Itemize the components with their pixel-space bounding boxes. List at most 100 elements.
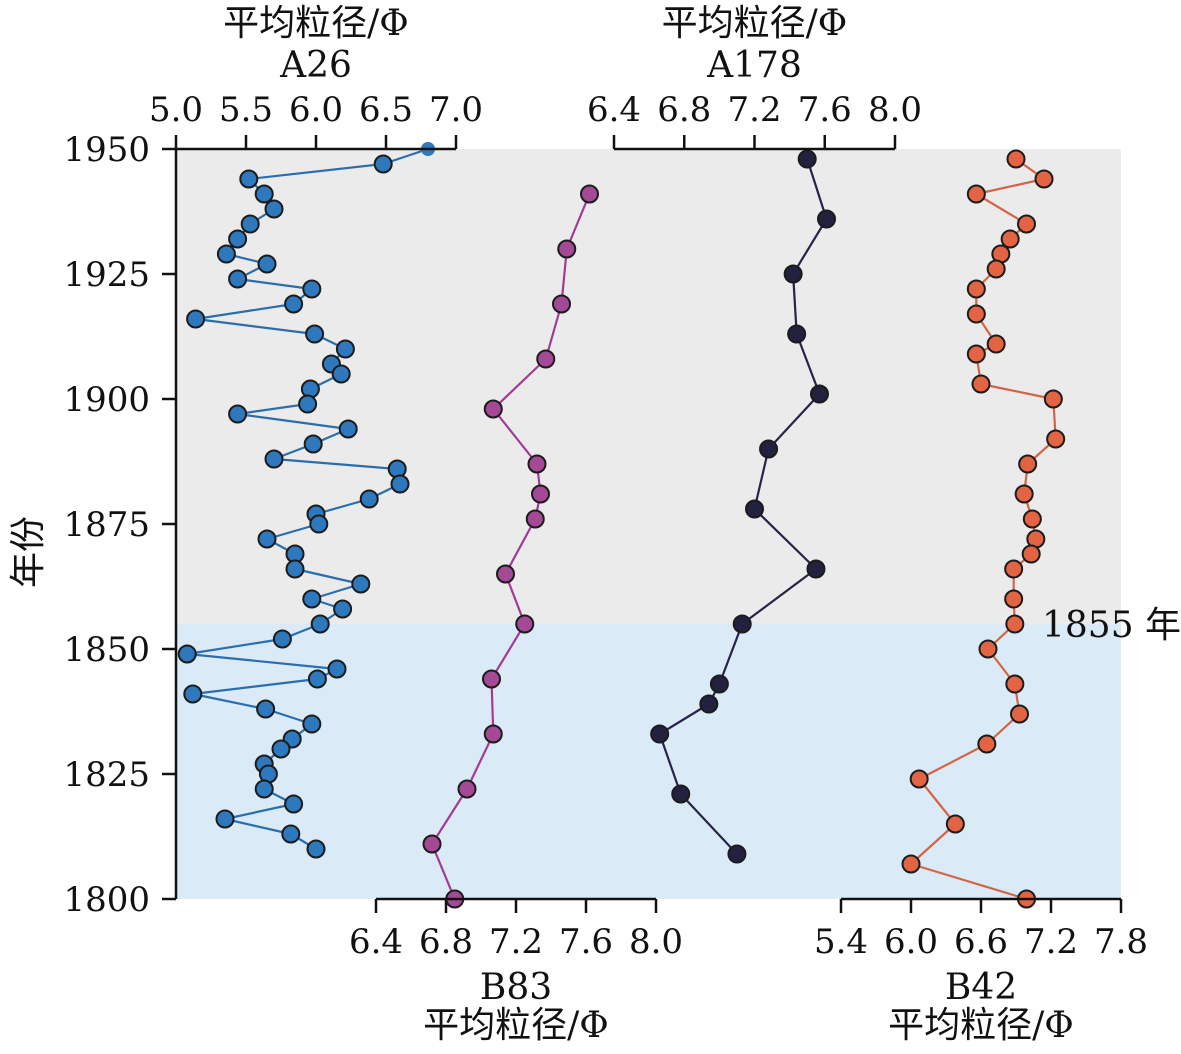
y-tick-label: 1825 <box>63 755 150 795</box>
a178-series <box>650 149 837 864</box>
b42-point <box>909 769 929 789</box>
b42-point <box>1005 674 1025 694</box>
a26-point <box>285 559 305 579</box>
a26-point <box>257 254 277 274</box>
b42-point <box>1021 544 1041 564</box>
b42-point <box>986 259 1006 279</box>
a26-point <box>333 599 353 619</box>
b83-axis-title: 平均粒径/Φ <box>423 1005 609 1046</box>
a26-point <box>257 529 277 549</box>
a26-point <box>272 629 292 649</box>
a26-series <box>177 142 435 859</box>
b83-point <box>531 484 550 504</box>
a26-point <box>254 779 274 799</box>
a26-point <box>228 229 248 249</box>
a178-point <box>806 559 826 579</box>
b42-point <box>1046 429 1066 449</box>
b42-point <box>1018 454 1038 474</box>
a26-point <box>264 449 284 469</box>
a178-point <box>787 324 807 344</box>
b42-point <box>1022 509 1042 529</box>
b42-point <box>1014 484 1034 504</box>
b42-point <box>901 854 921 874</box>
b42-point <box>1017 214 1036 234</box>
a26-point <box>338 419 358 439</box>
b42-point <box>1010 704 1029 724</box>
a26-x-tick-label: 5.0 <box>149 90 203 130</box>
a26-point <box>310 614 330 634</box>
a26-point <box>284 294 304 314</box>
a178-point <box>671 784 691 804</box>
b83-point <box>515 614 535 634</box>
y-tick-label: 1875 <box>63 505 150 545</box>
a26-point <box>373 154 393 174</box>
b83-axis-name: B83 <box>480 967 552 1008</box>
a26-point <box>256 699 276 719</box>
b42-point <box>1006 149 1026 169</box>
a178-x-tick-label: 7.2 <box>727 90 781 130</box>
y-tick-label: 1925 <box>63 255 150 295</box>
a178-x-tick-label: 8.0 <box>868 90 922 130</box>
y-tick-label: 1800 <box>63 880 150 920</box>
b42-point <box>977 734 997 754</box>
a26-point <box>359 489 379 509</box>
b83-x-tick-label: 7.6 <box>559 922 613 962</box>
a178-x-tick-label: 6.8 <box>657 90 711 130</box>
a26-point <box>271 739 291 759</box>
a26-point <box>302 589 322 609</box>
a26-point <box>215 809 235 829</box>
a26-axis-name: A26 <box>279 45 352 86</box>
b42-point <box>966 344 986 364</box>
a26-x-tick-label: 7.0 <box>429 90 483 130</box>
a26-point <box>331 364 351 384</box>
b42-series <box>901 149 1066 909</box>
a26-point <box>309 514 329 534</box>
a178-point <box>817 209 837 229</box>
a26-x-tick-label: 5.5 <box>219 90 273 130</box>
b42-point <box>966 304 986 324</box>
b42-point <box>1034 169 1054 189</box>
a26-point <box>327 659 347 679</box>
a26-point <box>351 574 371 594</box>
a26-point <box>302 714 322 734</box>
a26-point <box>239 169 259 189</box>
b42-x-tick-label: 7.8 <box>1094 922 1148 962</box>
a178-point <box>727 844 747 864</box>
b83-x-tick-label: 7.2 <box>489 922 543 962</box>
b42-axis-title: 平均粒径/Φ <box>888 1005 1074 1046</box>
a178-point <box>699 694 719 714</box>
b42-point <box>1004 559 1024 579</box>
b42-x-tick-label: 6.6 <box>954 922 1008 962</box>
a26-point <box>264 199 284 219</box>
y-tick-label: 1900 <box>63 380 150 420</box>
a26-point <box>177 644 197 664</box>
b42-point <box>1000 229 1020 249</box>
a26-x-tick-label: 6.0 <box>289 90 343 130</box>
b42-x-tick-label: 7.2 <box>1024 922 1078 962</box>
a26-point <box>303 434 323 454</box>
a26-point <box>183 684 203 704</box>
a26-x-tick-label: 6.5 <box>359 90 413 130</box>
a26-point <box>298 394 318 414</box>
a178-point <box>759 439 779 459</box>
b83-point <box>527 454 547 474</box>
background-band-0 <box>176 149 1121 624</box>
b42-x-tick-label: 5.4 <box>814 922 868 962</box>
a26-point <box>335 339 355 359</box>
b83-point <box>536 349 556 369</box>
a26-point <box>390 474 410 494</box>
b83-point <box>580 184 599 204</box>
a26-point <box>307 669 327 689</box>
a178-point <box>709 674 729 694</box>
a26-point <box>216 244 236 264</box>
b83-point <box>557 239 577 259</box>
b42-point <box>1004 589 1024 609</box>
b83-x-tick-label: 8.0 <box>629 922 683 962</box>
a26-point <box>281 824 301 844</box>
b42-point <box>986 334 1006 354</box>
a178-point <box>809 384 829 404</box>
b42-point <box>1043 389 1063 409</box>
b42-point <box>966 279 986 299</box>
a178-point <box>783 264 803 284</box>
